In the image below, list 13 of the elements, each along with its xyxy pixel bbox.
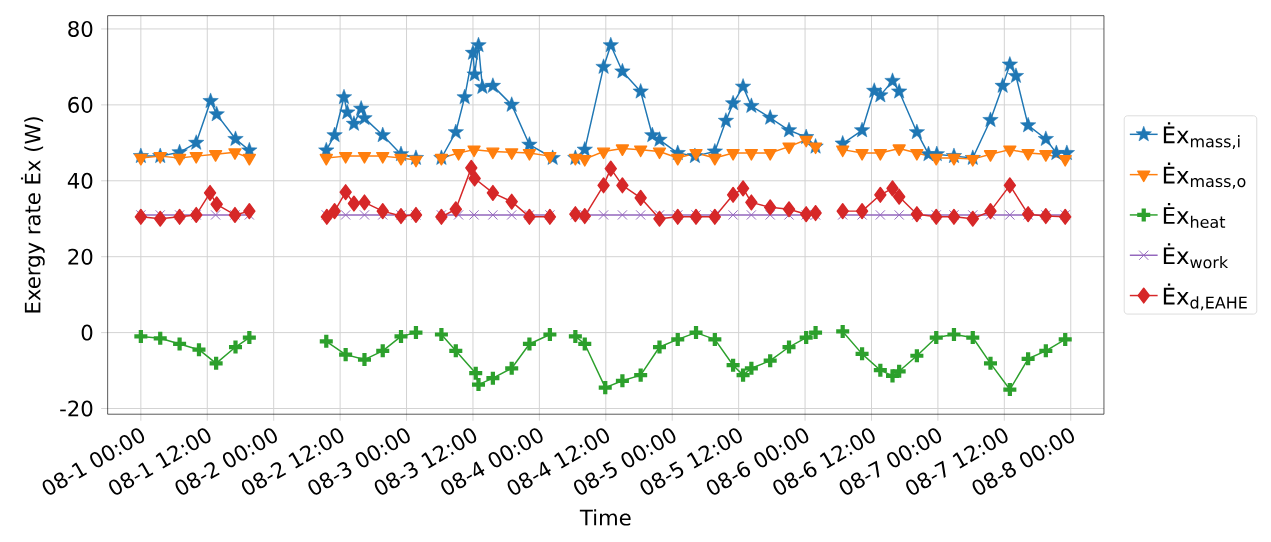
y-tick-label: -20 — [60, 400, 93, 417]
y-tick-label: 40 — [67, 172, 93, 189]
y-tick-label: 0 — [81, 324, 93, 341]
legend-label: Ėx$_{d,EAHE}$ — [1163, 283, 1247, 311]
legend-label: Ėx$_{mass,i}$ — [1163, 122, 1240, 150]
y-tick-label: 60 — [68, 96, 93, 113]
x-axis-title: Time — [579, 509, 631, 526]
legend-label: Ėx$_{heat}$ — [1163, 202, 1226, 229]
y-tick-label: 80 — [68, 20, 93, 37]
legend-label: Ėx$_{work}$ — [1163, 243, 1229, 269]
y-tick-label: 20 — [68, 248, 93, 265]
legend-label: Ėx$_{mass,o}$ — [1163, 162, 1246, 189]
y-axis-title: Exergy rate Ėx (W) — [20, 117, 45, 313]
